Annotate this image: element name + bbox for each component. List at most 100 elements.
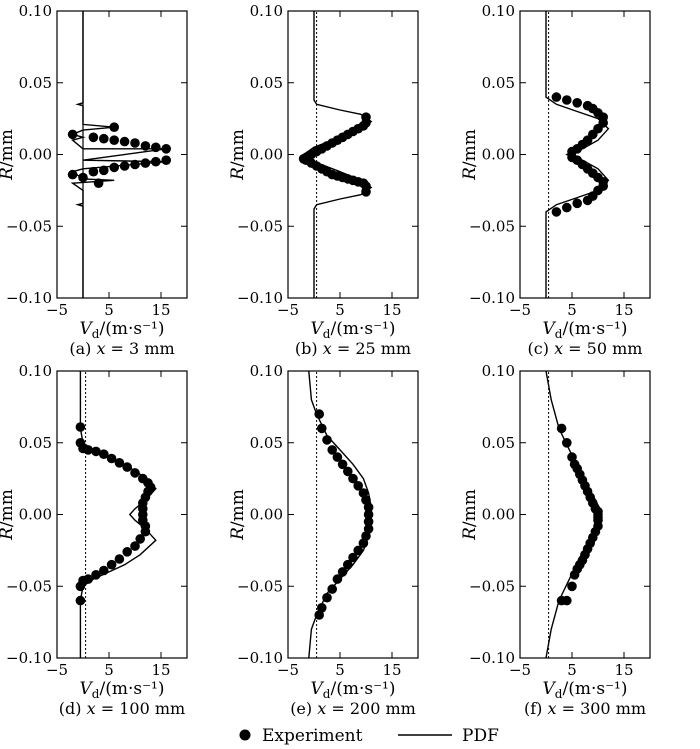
experiment-point	[562, 438, 572, 448]
experiment-point	[562, 202, 572, 213]
experiment-point	[353, 545, 364, 556]
y-tick-label: 0.05	[482, 74, 515, 92]
experiment-point	[130, 541, 140, 551]
y-axis-title: R/mm	[228, 129, 248, 181]
x-tick-label: 15	[614, 301, 633, 319]
y-tick-label: 0.10	[19, 2, 52, 20]
y-tick-label: −0.10	[6, 649, 52, 667]
y-tick-label: 0.10	[250, 362, 283, 380]
y-tick-label: −0.05	[6, 577, 52, 595]
experiment-point	[551, 207, 562, 217]
legend-label-pdf: PDF	[462, 726, 499, 746]
y-axis-title: R/mm	[0, 489, 17, 541]
experiment-point	[67, 169, 78, 180]
panel-caption: (f) x = 300 mm	[524, 699, 646, 718]
plot-area	[75, 371, 157, 658]
y-tick-label: −0.05	[469, 217, 515, 235]
y-axis-title: R/mm	[460, 489, 480, 541]
experiment-point	[119, 161, 130, 171]
legend-marker-experiment	[239, 729, 251, 741]
x-axis-title: Vd/(m·s⁻¹)	[543, 679, 628, 701]
experiment-point	[88, 132, 99, 143]
x-tick-label: −5	[277, 661, 299, 679]
experiment-point	[353, 481, 364, 491]
experiment-point	[582, 195, 593, 206]
experiment-point	[572, 198, 582, 209]
y-tick-label: 0.00	[250, 146, 283, 164]
x-tick-label: 5	[567, 661, 577, 679]
plot-frame	[287, 370, 419, 659]
y-tick-label: 0.05	[19, 74, 52, 92]
experiment-point	[130, 468, 140, 478]
x-tick-label: −5	[509, 661, 531, 679]
experiment-point	[332, 574, 343, 584]
y-tick-label: −0.05	[237, 577, 283, 595]
x-tick-label: −5	[46, 661, 68, 679]
x-tick-label: 15	[382, 301, 401, 319]
experiment-point	[327, 445, 338, 455]
y-tick-label: 0.10	[250, 2, 283, 20]
pdf-curve	[302, 11, 373, 298]
x-tick-label: 15	[151, 301, 170, 319]
experiment-point	[343, 466, 353, 477]
experiment-point	[348, 552, 358, 563]
y-tick-label: −0.05	[237, 217, 283, 235]
panel-caption: (c) x = 50 mm	[528, 339, 643, 358]
experiment-point	[161, 155, 171, 165]
legend-label-experiment: Experiment	[262, 726, 363, 746]
x-tick-label: 15	[382, 661, 401, 679]
experiment-point	[109, 135, 119, 145]
plot-frame	[56, 370, 188, 659]
panel-f: 0.10 0.05 0.00 −0.05 −0.10−5 5 15 R/mm Vd/(m·s⁻¹…	[460, 362, 651, 718]
y-axis-title: R/mm	[228, 489, 248, 541]
panel-d: 0.10 0.05 0.00 −0.05 −0.10−5 5 15 R/mm Vd/(m·s⁻¹…	[0, 362, 188, 718]
experiment-point	[327, 584, 338, 594]
x-tick-label: 15	[614, 661, 633, 679]
y-axis-title: R/mm	[0, 129, 17, 181]
plot-area	[298, 11, 373, 298]
experiment-point	[140, 526, 151, 537]
experiment-point	[556, 423, 567, 434]
experiment-point	[88, 166, 99, 177]
x-axis-title: Vd/(m·s⁻¹)	[311, 319, 396, 341]
panel-b: 0.10 0.05 0.00 −0.05 −0.10−5 5 15 R/mm Vd/(m·s⁻¹…	[228, 2, 419, 358]
y-tick-label: 0.05	[250, 434, 283, 452]
x-tick-label: 15	[151, 661, 170, 679]
x-tick-label: −5	[46, 301, 68, 319]
x-axis-title: Vd/(m·s⁻¹)	[80, 679, 165, 701]
y-tick-label: 0.05	[19, 434, 52, 452]
y-tick-label: −0.10	[237, 649, 283, 667]
pdf-curve	[545, 11, 610, 298]
panel-caption: (e) x = 200 mm	[290, 699, 416, 718]
y-tick-label: 0.10	[19, 362, 52, 380]
y-tick-label: −0.10	[469, 289, 515, 307]
y-tick-label: −0.10	[469, 649, 515, 667]
experiment-point	[556, 595, 567, 606]
panel-c: 0.10 0.05 0.00 −0.05 −0.10−5 5 15 R/mm Vd/(m·s⁻¹…	[460, 2, 651, 358]
experiment-point	[361, 495, 371, 505]
panel-caption: (b) x = 25 mm	[295, 339, 411, 358]
plot-frame	[519, 10, 651, 299]
pdf-curve	[545, 371, 602, 658]
experiment-point	[99, 133, 109, 144]
x-axis-title: Vd/(m·s⁻¹)	[80, 319, 165, 341]
y-tick-label: 0.05	[250, 74, 283, 92]
x-tick-label: 5	[104, 661, 114, 679]
experiment-point	[114, 554, 125, 564]
panel-a: 0.10 0.05 0.00 −0.05 −0.10−5 5 15 R/mm Vd/(m·s⁻¹…	[0, 2, 188, 358]
experiment-point	[322, 592, 332, 603]
plot-frame	[519, 370, 651, 659]
y-tick-label: −0.10	[237, 289, 283, 307]
experiment-point	[562, 95, 572, 105]
y-tick-label: 0.10	[482, 2, 515, 20]
y-tick-label: 0.00	[250, 506, 283, 524]
y-tick-label: −0.05	[469, 577, 515, 595]
y-tick-label: 0.00	[19, 146, 52, 164]
experiment-point	[551, 92, 562, 102]
experiment-point	[572, 98, 582, 108]
x-tick-label: −5	[509, 301, 531, 319]
y-tick-label: 0.00	[19, 506, 52, 524]
experiment-point	[119, 136, 130, 147]
